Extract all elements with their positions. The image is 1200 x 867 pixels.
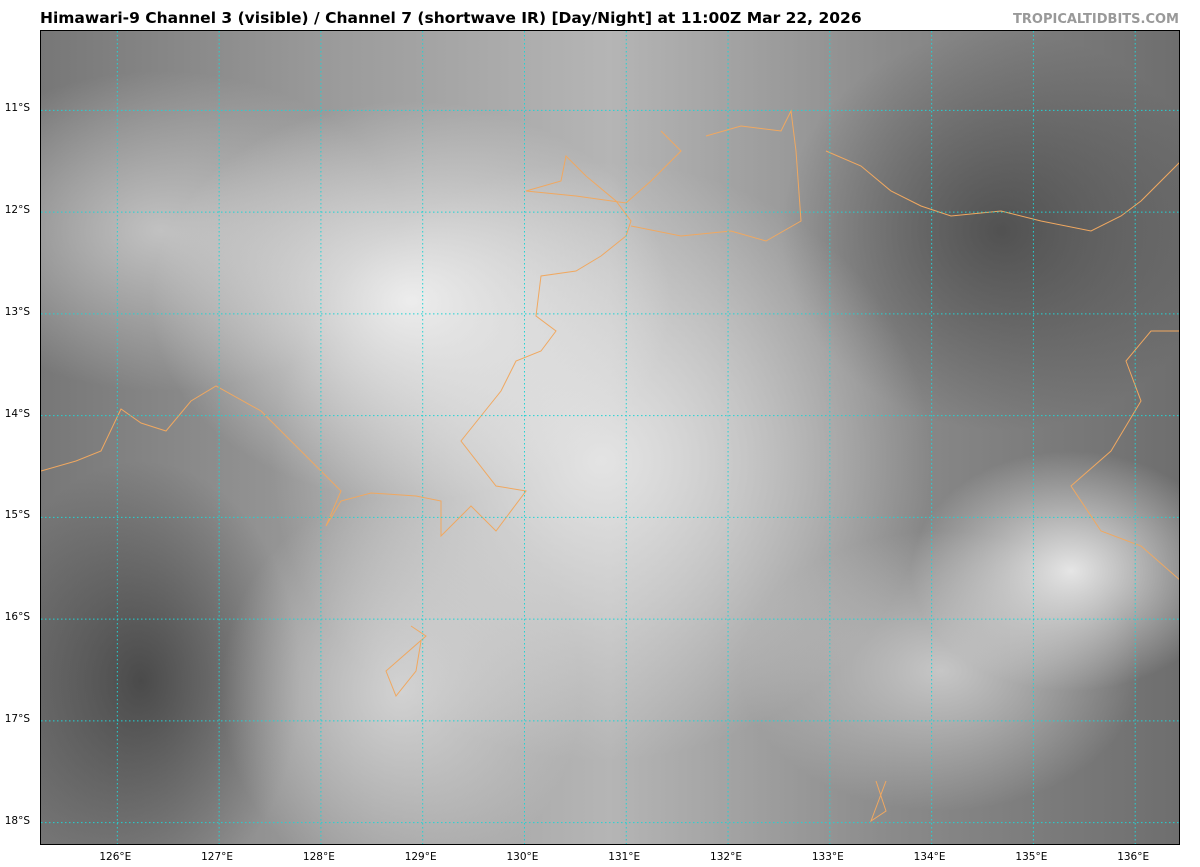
longitude-label: 128°E (302, 851, 335, 863)
longitude-label: 127°E (201, 851, 234, 863)
latitude-label: 16°S (4, 611, 30, 624)
longitude-label: 135°E (1015, 851, 1048, 863)
latitude-label: 14°S (4, 407, 30, 420)
latitude-label: 12°S (4, 204, 30, 217)
longitude-label: 129°E (404, 851, 437, 863)
satellite-image (40, 30, 1180, 845)
coastline (1070, 330, 1179, 580)
longitude-label: 136°E (1117, 851, 1150, 863)
latitude-label: 17°S (4, 712, 30, 725)
coastline (869, 780, 887, 823)
longitude-label: 134°E (913, 851, 946, 863)
latitude-label: 11°S (4, 102, 30, 115)
brand-watermark: TROPICALTIDBITS.COM (1013, 12, 1179, 27)
longitude-label: 131°E (608, 851, 641, 863)
longitude-label: 132°E (710, 851, 742, 863)
map-overlay (41, 31, 1179, 844)
coastline (630, 109, 802, 242)
map-title: Himawari-9 Channel 3 (visible) / Channel… (40, 9, 862, 27)
coastline (385, 625, 427, 697)
coastline (825, 150, 1179, 232)
coastline (41, 130, 682, 538)
longitude-label: 130°E (506, 851, 539, 863)
longitude-label: 133°E (811, 851, 844, 863)
latitude-label: 13°S (4, 305, 30, 318)
latitude-label: 18°S (4, 814, 30, 827)
longitude-label: 126°E (99, 851, 132, 863)
latitude-label: 15°S (4, 509, 30, 522)
